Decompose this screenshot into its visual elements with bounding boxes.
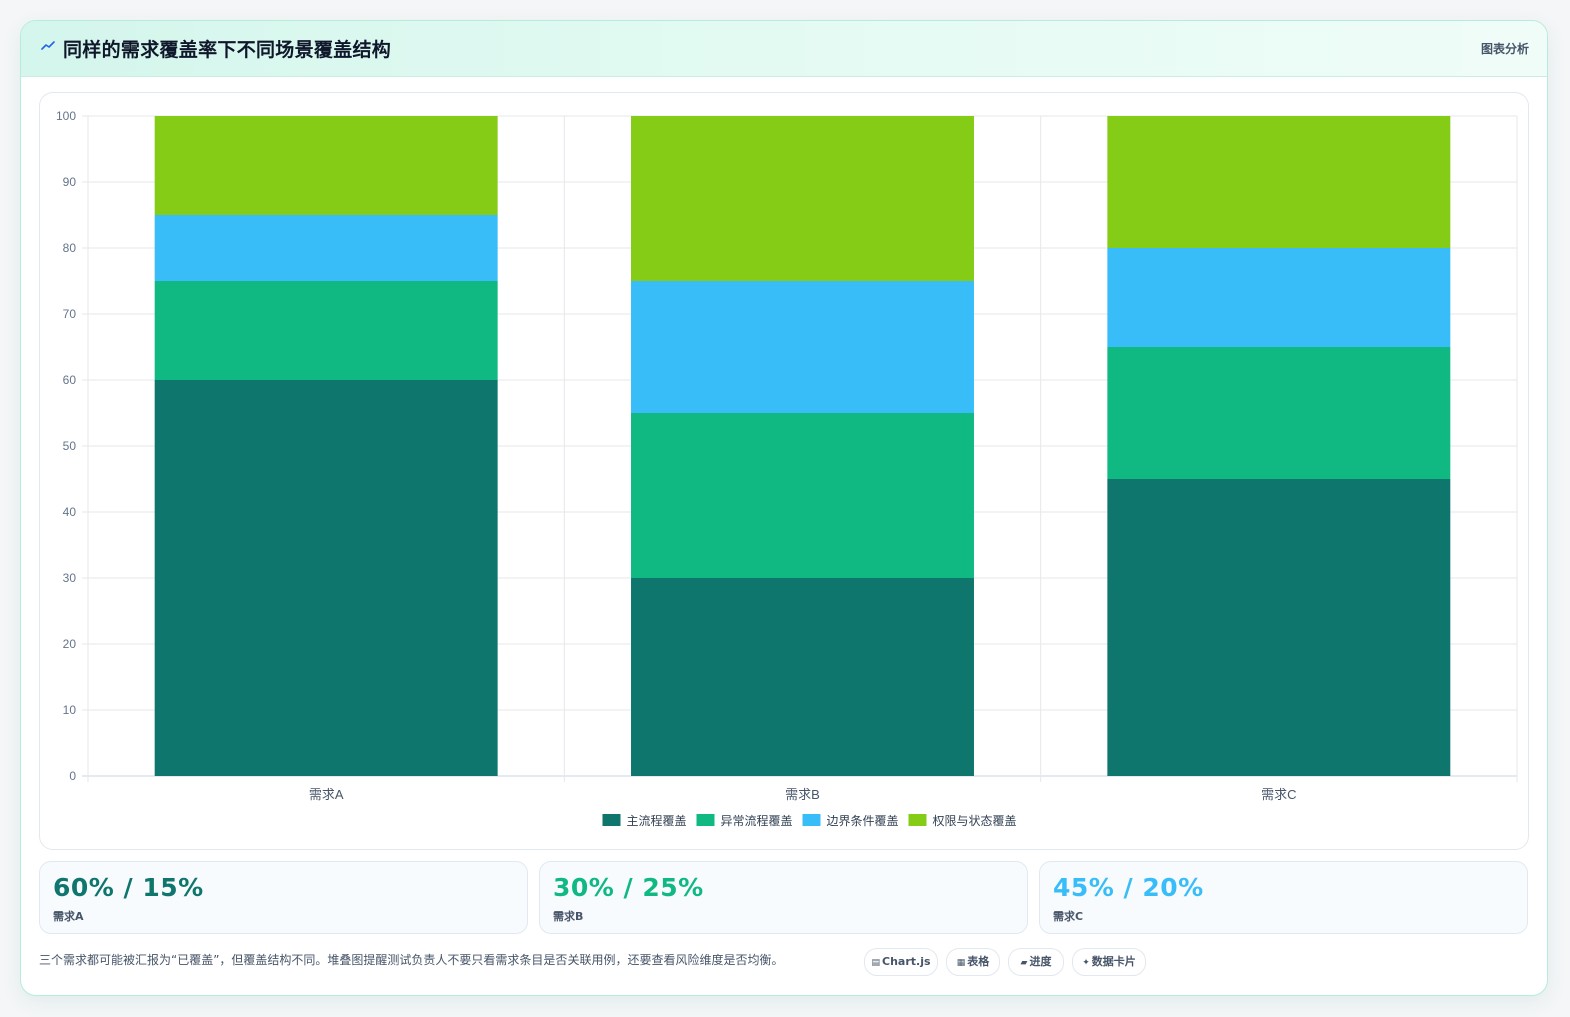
tag-label: Chart.js	[882, 955, 931, 968]
stat-card-c: 45% / 20% 需求C	[1039, 861, 1528, 934]
stat-label: 需求A	[53, 910, 84, 923]
bar-segment	[631, 413, 974, 578]
bar-segment	[1107, 248, 1451, 347]
tag-progress[interactable]: ▰ 进度	[1008, 948, 1064, 976]
bar-segment	[154, 380, 498, 776]
y-tick-label: 10	[63, 703, 77, 717]
page-title: 同样的需求覆盖率下不同场景覆盖结构	[63, 39, 392, 61]
bar-segment	[1107, 479, 1451, 776]
y-tick-label: 90	[63, 175, 77, 189]
bar-segment	[631, 116, 974, 281]
stat-label: 需求B	[553, 910, 584, 923]
sparkle-icon: ✦	[1082, 958, 1090, 968]
legend-label: 边界条件覆盖	[827, 814, 899, 828]
y-tick-label: 40	[63, 505, 77, 519]
bar-segment	[154, 116, 498, 215]
chart-panel: 0 10 20 30 40 50 60 70 80 90 100 需求A 需求B 需求C 主流程覆盖 异常流程…	[39, 92, 1529, 850]
legend-swatch	[696, 814, 715, 826]
y-tick-label: 80	[63, 241, 77, 255]
legend-swatch	[908, 814, 927, 826]
bar-segment	[154, 281, 498, 380]
stat-label: 需求C	[1053, 910, 1084, 923]
tag-chartjs[interactable]: ▤ Chart.js	[864, 948, 938, 976]
bar-segment	[1107, 116, 1451, 248]
legend-label: 权限与状态覆盖	[933, 814, 1017, 828]
legend-label: 主流程覆盖	[627, 813, 687, 828]
bar-segment	[1107, 347, 1451, 479]
chart-card: 同样的需求覆盖率下不同场景覆盖结构 图表分析 0 10 20 30 40 50 60 70 80…	[20, 20, 1548, 996]
stacked-bar-chart: 0 10 20 30 40 50 60 70 80 90 100 需求A 需求B 需求C 主流程覆盖 异常流程…	[56, 109, 1518, 828]
y-tick-label: 0	[69, 769, 76, 783]
stat-value: 60% / 15%	[53, 873, 204, 902]
y-tick-label: 30	[63, 571, 77, 585]
legend-label: 异常流程覆盖	[721, 813, 793, 828]
trend-line-icon	[41, 41, 55, 50]
tag-label: 数据卡片	[1091, 955, 1136, 968]
tag-table[interactable]: ▦ 表格	[946, 948, 1000, 976]
chart-icon: ▤	[871, 958, 880, 968]
chart-analysis-badge[interactable]: 图表分析	[1480, 42, 1529, 56]
card-header: 同样的需求覆盖率下不同场景覆盖结构 图表分析	[21, 21, 1547, 77]
y-tick-label: 60	[63, 373, 77, 387]
stat-card-b: 30% / 25% 需求B	[539, 861, 1028, 934]
progress-icon: ▰	[1020, 958, 1028, 968]
tag-label: 表格	[967, 955, 990, 968]
y-tick-label: 100	[56, 109, 76, 123]
stat-value: 30% / 25%	[553, 873, 704, 902]
bar-segment	[631, 578, 974, 776]
bar-segment	[631, 281, 974, 413]
table-icon: ▦	[956, 958, 966, 968]
stat-value: 45% / 20%	[1053, 873, 1204, 902]
x-tick-label: 需求A	[309, 787, 344, 802]
tag-data-cards[interactable]: ✦ 数据卡片	[1072, 948, 1146, 976]
bar-segment	[154, 215, 498, 281]
x-tick-label: 需求B	[785, 787, 820, 802]
y-tick-label: 70	[63, 307, 77, 321]
x-tick-label: 需求C	[1261, 787, 1296, 802]
y-tick-label: 50	[63, 439, 77, 453]
legend-swatch	[802, 814, 821, 826]
legend-swatch	[602, 814, 621, 826]
y-tick-label: 20	[63, 637, 77, 651]
stat-card-a: 60% / 15% 需求A	[39, 861, 528, 934]
summary-note: 三个需求都可能被汇报为“已覆盖”，但覆盖结构不同。堆叠图提醒测试负责人不要只看需…	[39, 953, 784, 967]
tag-label: 进度	[1029, 955, 1052, 968]
